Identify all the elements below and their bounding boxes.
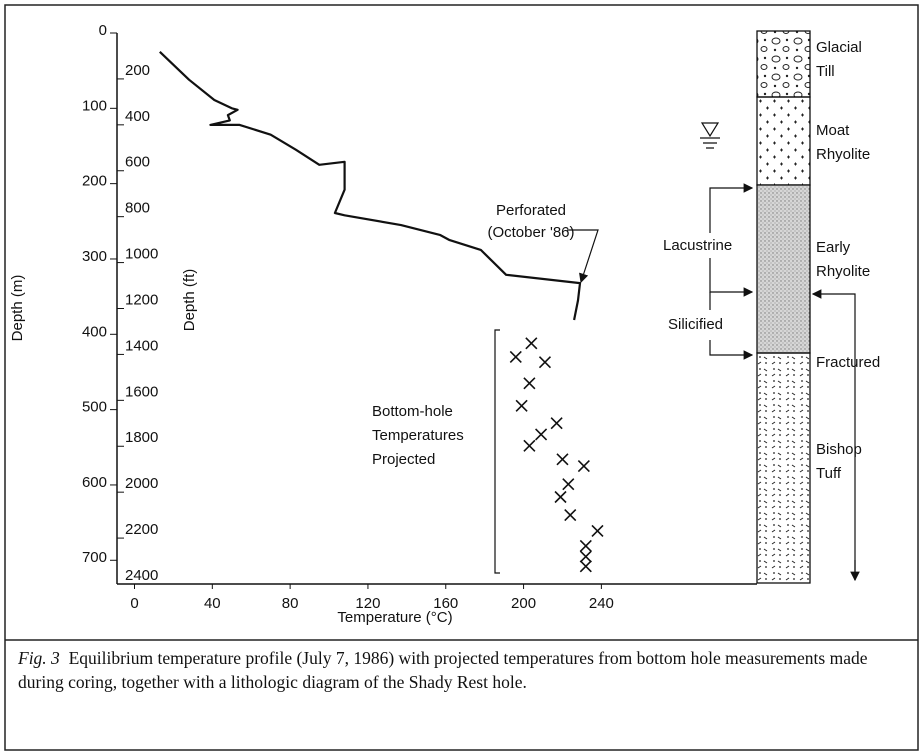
annotation: Rhyolite bbox=[816, 263, 870, 280]
y2-tick-label: 1200 bbox=[125, 291, 158, 308]
bottom-hole-point bbox=[535, 428, 548, 441]
x-tick-label: 160 bbox=[433, 595, 458, 612]
early-rhyolite bbox=[756, 184, 811, 354]
y2-tick-label: 2200 bbox=[125, 521, 158, 538]
bottom-hole-point bbox=[579, 560, 592, 573]
y2-tick-label: 800 bbox=[125, 200, 150, 217]
bottom-hole-point bbox=[523, 377, 536, 390]
annotation: Moat bbox=[816, 122, 850, 139]
annotation: Early bbox=[816, 239, 851, 256]
water-table bbox=[700, 137, 720, 149]
bottom-hole-point bbox=[509, 350, 522, 363]
annotation: Fractured bbox=[816, 354, 880, 371]
bottom-hole-point bbox=[562, 478, 575, 491]
annotation: Perforated bbox=[496, 202, 566, 219]
caption-text: Equilibrium temperature profile (July 7,… bbox=[18, 648, 868, 692]
fracture-arrow-left bbox=[811, 289, 856, 580]
bracket bbox=[494, 329, 500, 574]
x-tick-label: 240 bbox=[589, 595, 614, 612]
annotation: Bishop bbox=[816, 441, 862, 458]
y2-tick-label: 2400 bbox=[125, 567, 158, 584]
x-tick-label: 0 bbox=[130, 595, 138, 612]
frame bbox=[4, 4, 919, 751]
y2-tick-label: 1600 bbox=[125, 383, 158, 400]
bottom-hole-point bbox=[591, 524, 604, 537]
y-tick-label: 500 bbox=[82, 399, 107, 416]
bottom-hole-point bbox=[525, 337, 538, 350]
bottom-hole-point bbox=[554, 490, 567, 504]
y2-tick-label: 400 bbox=[125, 108, 150, 125]
bishop-tuff bbox=[756, 352, 811, 584]
bottom-hole-point bbox=[538, 356, 552, 369]
x-tick-label: 40 bbox=[204, 595, 221, 612]
annotation: Lacustrine bbox=[663, 237, 732, 254]
lacustrine-top bbox=[709, 183, 754, 233]
y-tick-label: 200 bbox=[82, 173, 107, 190]
x-axis-label: Temperature (°C) bbox=[337, 609, 452, 626]
annotation: Glacial bbox=[816, 39, 862, 56]
bottom-hole-point bbox=[579, 539, 592, 553]
bottom-hole-point bbox=[550, 417, 563, 430]
perforated-leader bbox=[567, 229, 599, 284]
annotation: Till bbox=[816, 63, 835, 80]
leaders bbox=[494, 122, 860, 582]
bottom-hole-point bbox=[515, 399, 528, 412]
annotation: (October '86) bbox=[487, 224, 574, 241]
annotation: Bottom-hole bbox=[372, 403, 453, 420]
annotation: Rhyolite bbox=[816, 146, 870, 163]
y-tick-label: 300 bbox=[82, 248, 107, 265]
y-tick-label: 0 bbox=[99, 22, 107, 39]
y-axis-label: Depth (m) bbox=[9, 275, 26, 342]
annotation: Silicified bbox=[668, 316, 723, 333]
bottom-hole-point bbox=[523, 439, 536, 452]
x-tick-label: 120 bbox=[355, 595, 380, 612]
lacustrine-bottom bbox=[709, 258, 754, 297]
y2-tick-label: 1800 bbox=[125, 429, 158, 446]
y2-tick-label: 200 bbox=[125, 62, 150, 79]
moat-rhyolite bbox=[756, 96, 811, 186]
bottom-hole-point bbox=[556, 453, 569, 466]
y-tick-label: 600 bbox=[82, 474, 107, 491]
lithologic-column bbox=[756, 30, 811, 584]
x-tick-label: 200 bbox=[511, 595, 536, 612]
y-tick-label: 400 bbox=[82, 323, 107, 340]
y-tick-label: 100 bbox=[82, 97, 107, 114]
bottom-hole-point bbox=[564, 509, 577, 522]
caption: Fig. 3 Equilibrium temperature profile (… bbox=[18, 646, 903, 694]
y2-tick-label: 600 bbox=[125, 154, 150, 171]
y2-tick-label: 1400 bbox=[125, 337, 158, 354]
water-table-symbol bbox=[700, 122, 720, 138]
y-tick-label: 700 bbox=[82, 549, 107, 566]
y2-axis-label: Depth (ft) bbox=[181, 269, 198, 332]
silicified-bottom bbox=[709, 340, 754, 360]
y2-tick-label: 1000 bbox=[125, 246, 158, 263]
annotation: Tuff bbox=[816, 465, 842, 482]
caption-label: Fig. 3 bbox=[18, 648, 60, 668]
annotation: Projected bbox=[372, 451, 435, 468]
x-tick-label: 80 bbox=[282, 595, 299, 612]
y2-tick-label: 2000 bbox=[125, 475, 158, 492]
bottom-hole-point bbox=[579, 550, 592, 563]
glacial-till bbox=[756, 30, 811, 98]
temperature-profile bbox=[159, 51, 582, 321]
annotation: Temperatures bbox=[372, 427, 464, 444]
bottom-hole-point bbox=[577, 460, 590, 473]
